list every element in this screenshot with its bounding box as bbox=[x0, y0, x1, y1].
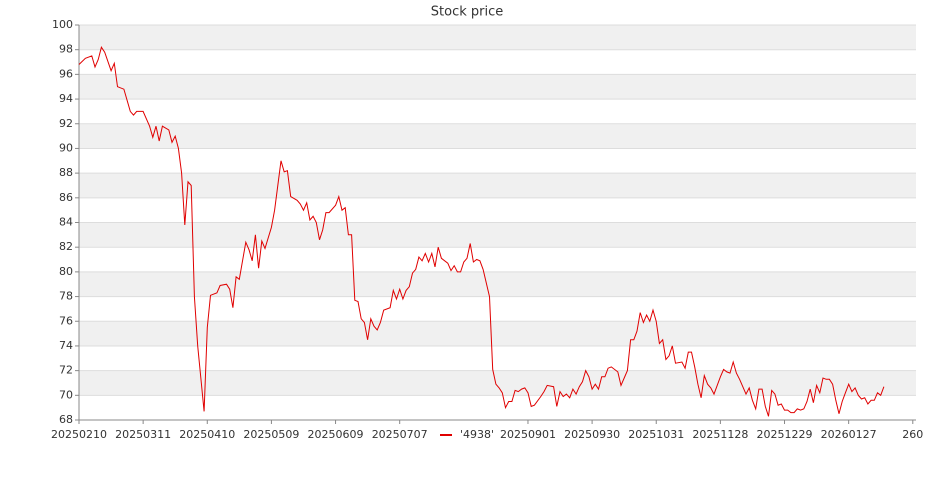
y-tick-label: 80 bbox=[59, 265, 73, 278]
x-tick-label: 20251128 bbox=[692, 428, 748, 441]
y-tick-label: 68 bbox=[59, 413, 73, 426]
grid-band bbox=[79, 370, 916, 396]
x-tick-label: 20250210 bbox=[51, 428, 107, 441]
legend-box bbox=[434, 426, 500, 444]
y-tick-label: 72 bbox=[59, 364, 73, 377]
y-tick-label: 94 bbox=[59, 92, 73, 105]
grid-band bbox=[79, 173, 916, 198]
y-tick-label: 88 bbox=[59, 166, 73, 179]
grid-band bbox=[79, 222, 916, 248]
x-tick-label: 20250901 bbox=[500, 428, 556, 441]
grid-band bbox=[79, 25, 916, 50]
grid-band bbox=[79, 271, 916, 297]
chart-title: Stock price bbox=[431, 5, 503, 20]
y-tick-label: 92 bbox=[59, 117, 73, 130]
y-tick-label: 84 bbox=[59, 216, 73, 229]
y-tick-label: 76 bbox=[59, 314, 73, 327]
x-tick-label: 20250410 bbox=[179, 428, 235, 441]
y-tick-label: 100 bbox=[52, 18, 73, 31]
x-tick-label: 260 bbox=[902, 428, 923, 441]
x-tick-label: 20250311 bbox=[115, 428, 171, 441]
y-tick-label: 86 bbox=[59, 191, 73, 204]
grid-band bbox=[79, 123, 916, 149]
y-tick-label: 74 bbox=[59, 339, 73, 352]
y-tick-label: 90 bbox=[59, 141, 73, 154]
x-tick-label: 20250707 bbox=[372, 428, 428, 441]
x-tick-label: 20250509 bbox=[243, 428, 299, 441]
y-tick-label: 78 bbox=[59, 290, 73, 303]
legend-label: '4938' bbox=[460, 428, 494, 441]
line-series bbox=[78, 45, 885, 417]
y-tick-label: 70 bbox=[59, 388, 73, 401]
y-tick-label: 96 bbox=[59, 67, 73, 80]
grid-band bbox=[79, 321, 916, 346]
x-tick-label: 20260127 bbox=[821, 428, 877, 441]
grid-band bbox=[79, 74, 916, 100]
y-tick-label: 82 bbox=[59, 240, 73, 253]
legend: '4938' bbox=[434, 426, 500, 444]
x-tick-label: 20250930 bbox=[564, 428, 620, 441]
x-tick-label: 20251031 bbox=[628, 428, 684, 441]
x-tick-label: 20251229 bbox=[757, 428, 813, 441]
x-tick-label: 20250609 bbox=[308, 428, 364, 441]
y-tick-label: 98 bbox=[59, 43, 73, 56]
